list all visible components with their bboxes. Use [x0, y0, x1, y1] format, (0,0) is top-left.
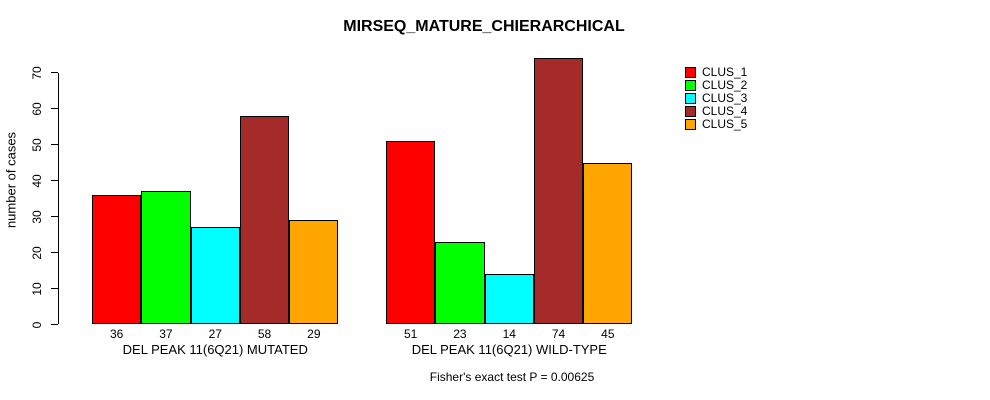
y-axis-line	[58, 72, 59, 325]
bar-value-label: 45	[601, 327, 615, 341]
bar-value-label: 74	[551, 327, 566, 341]
bar-clus_1	[92, 195, 142, 325]
legend-item-clus_5: CLUS_5	[685, 118, 747, 131]
legend-item-clus_2: CLUS_2	[685, 79, 747, 92]
legend-swatch-icon	[685, 93, 696, 104]
legend-label: CLUS_3	[702, 91, 748, 105]
y-axis-tick	[51, 252, 58, 254]
y-axis-label: number of cases	[3, 131, 19, 229]
bar-value-label: 14	[502, 327, 516, 341]
bar-value-label: 37	[159, 327, 173, 341]
fisher-test-annotation: Fisher's exact test P = 0.00625	[429, 370, 595, 384]
y-axis-tick	[51, 324, 58, 325]
legend-label: CLUS_5	[702, 117, 748, 131]
legend-swatch-icon	[685, 119, 696, 130]
x-axis-group-label: DEL PEAK 11(6Q21) WILD-TYPE	[411, 342, 607, 357]
y-axis-tick-label: 10	[30, 281, 44, 296]
bar-clus_5	[583, 162, 633, 325]
bar-clus_5	[289, 220, 339, 325]
y-axis-tick	[51, 216, 58, 218]
legend: CLUS_1 CLUS_2 CLUS_3 CLUS_4 CLUS_5	[685, 66, 747, 131]
chart-title: MIRSEQ_MATURE_CHIERARCHICAL	[343, 18, 625, 35]
bar-clus_3	[190, 227, 240, 325]
bar-clus_1	[386, 141, 436, 325]
y-axis-tick	[51, 180, 58, 182]
legend-label: CLUS_1	[702, 65, 748, 79]
y-axis-tick-label: 50	[30, 138, 44, 152]
y-axis-tick	[51, 108, 58, 110]
y-axis-tick	[51, 288, 58, 290]
y-axis-tick-label: 40	[30, 173, 44, 188]
bar-clus_3	[484, 274, 534, 325]
x-axis-group-label: DEL PEAK 11(6Q21) MUTATED	[122, 342, 308, 357]
legend-swatch-icon	[685, 80, 696, 91]
bar-value-label: 27	[208, 327, 222, 341]
legend-label: CLUS_2	[702, 78, 748, 92]
legend-label: CLUS_4	[702, 104, 748, 118]
bar-clus_4	[533, 58, 584, 325]
bar-value-label: 29	[307, 327, 321, 341]
legend-item-clus_3: CLUS_3	[685, 92, 747, 105]
bar-value-label: 58	[257, 327, 272, 341]
bar-value-label: 36	[109, 327, 124, 341]
y-axis-tick-label: 30	[30, 209, 44, 224]
legend-swatch-icon	[685, 67, 696, 78]
bar-value-label: 23	[453, 327, 467, 341]
bar-clus_4	[239, 115, 290, 325]
bar-clus_2	[435, 241, 485, 325]
bar-clus_2	[141, 191, 191, 325]
bar-value-label: 51	[403, 327, 418, 341]
y-axis-tick-label: 70	[30, 66, 44, 80]
y-axis-tick-label: 60	[30, 102, 44, 116]
y-axis-tick	[51, 144, 58, 146]
legend-item-clus_4: CLUS_4	[685, 105, 747, 118]
y-axis-tick-label: 0	[30, 321, 44, 328]
legend-item-clus_1: CLUS_1	[685, 66, 747, 79]
y-axis-tick	[51, 72, 58, 74]
y-axis-tick-label: 20	[30, 245, 44, 260]
legend-swatch-icon	[685, 106, 696, 117]
